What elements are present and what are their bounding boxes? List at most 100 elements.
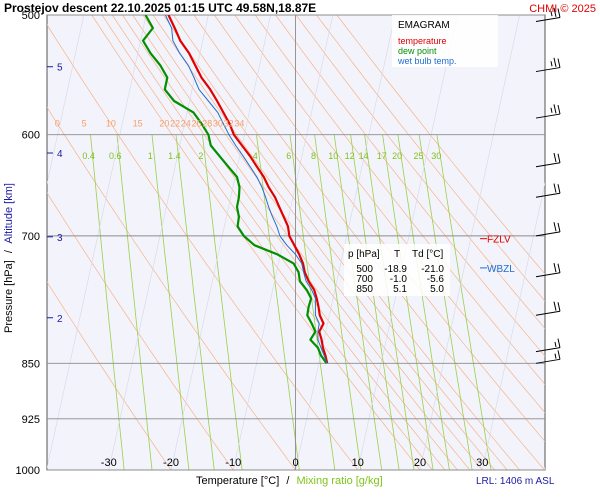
- values-table: p [hPa] T Td [°C] 500 -18.9 -21.0 700 -1…: [344, 244, 450, 296]
- x-label-temperature: Temperature [°C]: [196, 475, 279, 487]
- dry-adiabat: [111, 15, 446, 470]
- wind-barb: [535, 152, 561, 168]
- mixing-ratio-line: [436, 134, 492, 470]
- dry-adiabat: [132, 15, 471, 470]
- wbzl-label: WBZL: [487, 264, 515, 275]
- mixing-ratio-line: [350, 134, 400, 470]
- mixing-ratio-line: [418, 134, 473, 470]
- mixing-ratio-label: 12: [345, 151, 355, 161]
- mixing-ratio-label: 2: [198, 151, 203, 161]
- mixing-ratio-label: 20: [392, 151, 402, 161]
- temp-gridline: [108, 15, 209, 470]
- dry-adiabat: [295, 15, 545, 330]
- temp-gridline: [481, 181, 545, 470]
- table-header-t: T: [394, 249, 400, 260]
- dry-adiabat: [101, 15, 433, 470]
- wind-barb: [535, 222, 561, 237]
- dry-adiabat: [152, 15, 495, 470]
- y-label-altitude: Altitude [km]: [3, 183, 15, 244]
- wind-barb: [535, 104, 561, 119]
- wind-barb: [535, 262, 561, 278]
- mixing-ratio-label: 1: [148, 151, 153, 161]
- x-axis-title: Temperature [°C] / Mixing ratio [g/kg]: [196, 475, 383, 487]
- table-header-p: p [hPa]: [348, 249, 380, 260]
- theta-label: 30: [213, 119, 223, 129]
- mixing-ratio-line: [333, 134, 383, 470]
- mixing-ratio-line: [289, 134, 336, 470]
- mixing-ratio-line: [382, 134, 434, 470]
- mixing-ratio-line: [90, 134, 125, 470]
- table-cell: -5.6: [427, 274, 445, 285]
- temp-gridline: [357, 15, 458, 470]
- theta-label: 24: [181, 119, 191, 129]
- dry-adiabat: [47, 192, 234, 470]
- wind-barb: [535, 183, 561, 198]
- table-cell: 5.1: [393, 284, 407, 295]
- pressure-tick-label: 925: [22, 414, 40, 426]
- temperature-tick-label: 20: [414, 457, 426, 469]
- theta-label: 10: [106, 119, 116, 129]
- fzlv-label: FZLV: [487, 235, 511, 246]
- mixing-ratio-label: 0.6: [109, 151, 122, 161]
- pressure-tick-label: 850: [22, 358, 40, 370]
- temp-gridline: [47, 15, 85, 185]
- theta-label: 28: [202, 119, 212, 129]
- table-cell: 700: [356, 274, 373, 285]
- dry-adiabat: [47, 281, 172, 470]
- temp-gridline: [295, 15, 396, 470]
- temp-gridline: [419, 15, 520, 470]
- mixing-ratio-label: 1.4: [168, 151, 181, 161]
- temp-gridline: [170, 15, 271, 470]
- wind-barb: [535, 57, 561, 73]
- mixing-ratio-line: [175, 134, 215, 470]
- altitude-tick-label: 4: [57, 149, 63, 160]
- theta-label: 34: [234, 119, 244, 129]
- mixing-ratio-label: 30: [431, 151, 441, 161]
- temperature-tick-label: 0: [292, 457, 298, 469]
- temperature-tick-label: -10: [225, 457, 241, 469]
- temperature-tick-label: -30: [101, 457, 117, 469]
- dry-adiabat: [47, 24, 359, 470]
- y-axis-title: Pressure [hPa] / Altitude [km]: [3, 183, 15, 333]
- chart-title: Prostejov descent 22.10.2025 01:15 UTC 4…: [4, 1, 316, 15]
- altitude-tick-label: 3: [57, 233, 63, 244]
- legend-title: EMAGRAM: [398, 20, 450, 31]
- temperature-tick-label: -20: [163, 457, 179, 469]
- dry-adiabat: [142, 15, 483, 470]
- temp-gridline: [232, 15, 334, 470]
- legend-temperature: temperature: [398, 36, 447, 46]
- temp-gridline: [544, 466, 545, 470]
- legend-dew-point: dew point: [398, 46, 437, 56]
- pressure-tick-label: 700: [22, 231, 40, 243]
- x-label-sep: /: [286, 475, 290, 487]
- theta-label: 5: [82, 119, 87, 129]
- temperature-tick-label: 10: [352, 457, 364, 469]
- table-cell: 850: [356, 284, 373, 295]
- legend: EMAGRAM temperature dew point wet bulb t…: [392, 15, 498, 67]
- pressure-tick-label: 1000: [16, 465, 40, 477]
- mixing-ratio-label: 6: [286, 151, 291, 161]
- mixing-ratio-label: 8: [311, 151, 316, 161]
- lrl-label: LRL: 1406 m ASL: [476, 476, 555, 487]
- fzlv-marker: FZLV: [480, 235, 511, 246]
- altitude-tick-label: 5: [57, 63, 63, 74]
- copyright: CHMI © 2025: [529, 3, 596, 15]
- wind-barb: [535, 338, 561, 353]
- y-label-pressure: Pressure [hPa]: [3, 260, 15, 333]
- table-cell: -18.9: [384, 264, 407, 275]
- svg-text:Pressure [hPa] / A: Pressure [hPa] / Altitude [km]: [3, 183, 15, 333]
- mixing-ratio-label: 10: [328, 151, 338, 161]
- mixing-ratio-label: 25: [413, 151, 423, 161]
- profile-temperature: [167, 15, 329, 364]
- wind-barb: [535, 350, 561, 364]
- x-label-mixing: Mixing ratio [g/kg]: [296, 475, 382, 487]
- mixing-ratio-line: [151, 134, 190, 470]
- dry-adiabat: [254, 15, 545, 385]
- theta-label: 26: [192, 119, 202, 129]
- mixing-ratio-label: 17: [377, 151, 387, 161]
- table-header-td: Td [°C]: [412, 249, 443, 260]
- mixing-ratio-label: 14: [359, 151, 369, 161]
- mixing-ratio-line: [202, 134, 243, 470]
- temperature-tick-label: 30: [476, 457, 488, 469]
